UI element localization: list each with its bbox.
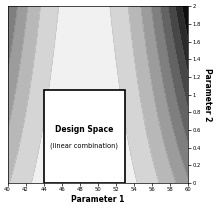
Bar bbox=[44, 90, 125, 183]
X-axis label: Parameter 1: Parameter 1 bbox=[71, 195, 125, 204]
Text: Design Space: Design Space bbox=[55, 125, 113, 134]
Y-axis label: Parameter 2: Parameter 2 bbox=[203, 68, 212, 121]
Text: (linear combination): (linear combination) bbox=[50, 142, 118, 149]
